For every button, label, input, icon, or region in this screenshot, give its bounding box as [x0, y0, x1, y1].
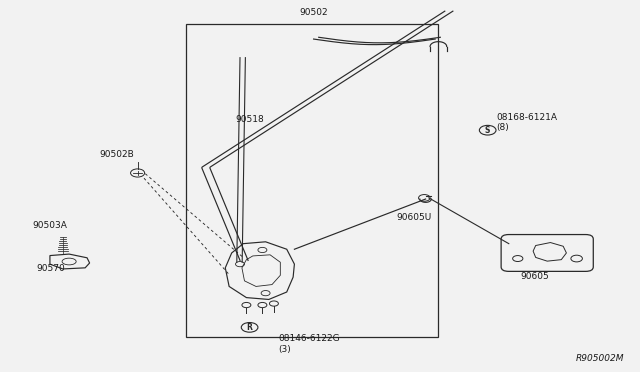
- Text: 08146-6122G
(3): 08146-6122G (3): [278, 334, 340, 354]
- Text: 90605U: 90605U: [397, 213, 432, 222]
- Text: R905002M: R905002M: [575, 354, 624, 363]
- Text: 90605: 90605: [520, 272, 548, 280]
- Text: 90502: 90502: [300, 8, 328, 17]
- Text: 90503A: 90503A: [32, 221, 67, 230]
- Text: 90518: 90518: [236, 115, 264, 124]
- Text: 90502B: 90502B: [99, 150, 134, 159]
- Text: R: R: [246, 323, 253, 332]
- Text: 08168-6121A
(8): 08168-6121A (8): [496, 113, 557, 132]
- Bar: [186, 24, 438, 337]
- Text: S: S: [485, 126, 490, 135]
- Text: 90570: 90570: [37, 264, 65, 273]
